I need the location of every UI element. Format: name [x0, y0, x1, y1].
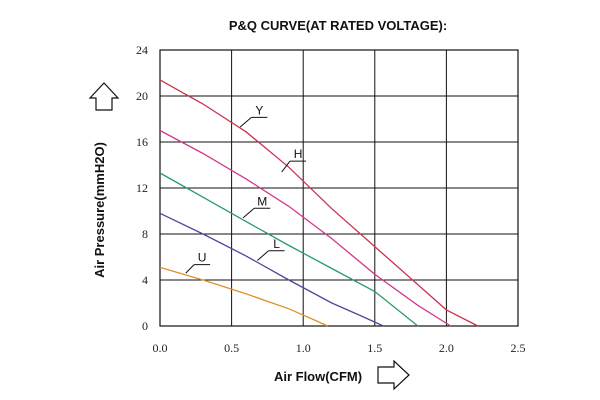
curve-label-leader — [185, 264, 195, 274]
x-tick-label: 0.0 — [153, 341, 168, 355]
x-tick-label: 2.5 — [511, 341, 526, 355]
curve-label-y: Y — [255, 103, 263, 117]
y-tick-labels: 0 4 8 12 16 20 24 — [136, 43, 148, 333]
curve-label-m: M — [257, 194, 267, 208]
series-line-u — [159, 266, 328, 327]
y-tick-label: 20 — [136, 89, 148, 103]
x-tick-labels: 0.0 0.5 1.0 1.5 2.0 2.5 — [153, 341, 526, 355]
series-line-m — [159, 172, 419, 327]
y-tick-label: 24 — [136, 43, 148, 57]
curve-labels: Y H M L U — [185, 103, 307, 274]
x-tick-label: 1.5 — [367, 341, 382, 355]
series-line-l — [159, 212, 384, 327]
y-tick-label: 16 — [136, 135, 148, 149]
x-tick-label: 1.0 — [296, 341, 311, 355]
curve-label-leader — [257, 250, 269, 261]
y-tick-label: 0 — [142, 319, 148, 333]
curve-label-u: U — [198, 251, 207, 265]
y-tick-label: 8 — [142, 227, 148, 241]
series-lines — [159, 79, 479, 327]
y-axis-title: Air Pressure(mmH2O) — [92, 142, 107, 278]
chart-title: P&Q CURVE(AT RATED VOLTAGE): — [229, 18, 447, 33]
grid — [159, 49, 519, 327]
curve-label-h: H — [294, 147, 303, 161]
curve-label-l: L — [273, 237, 280, 251]
right-arrow-icon — [377, 359, 410, 391]
x-axis-title: Air Flow(CFM) — [274, 369, 362, 384]
x-tick-label: 0.5 — [224, 341, 239, 355]
curve-label-leader — [242, 207, 255, 219]
x-tick-label: 2.0 — [439, 341, 454, 355]
plot-frame — [159, 49, 519, 327]
curve-label-leader — [239, 117, 252, 128]
up-arrow-icon — [88, 82, 120, 111]
curve-label-leader — [281, 160, 291, 173]
series-line-h — [159, 129, 452, 327]
y-tick-label: 4 — [142, 273, 148, 287]
series-line-y — [159, 79, 479, 327]
y-tick-label: 12 — [136, 181, 148, 195]
